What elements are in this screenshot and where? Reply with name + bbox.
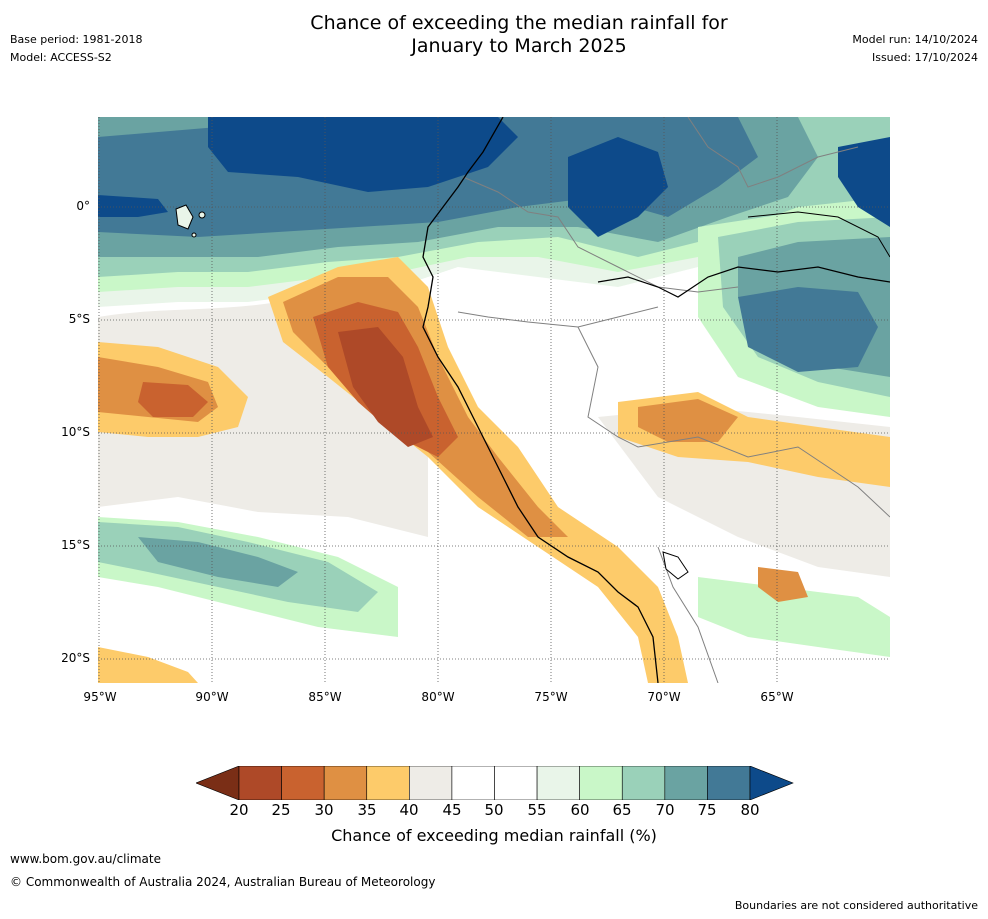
- lon-label-70w: 70°W: [647, 690, 681, 704]
- region-20-25-coast: [338, 327, 433, 447]
- lat-label-20s: 20°S: [61, 651, 90, 665]
- region-above-80-east: [838, 137, 890, 227]
- colorbar-tick: 30: [314, 801, 334, 819]
- colorbar-bin: [323, 766, 368, 800]
- lake-titicaca: [662, 551, 689, 580]
- colorbar-bin: [536, 766, 580, 800]
- colorbar-tick: 55: [527, 801, 547, 819]
- model-text: Model: ACCESS-S2: [10, 51, 112, 64]
- region-70-75-south: [138, 537, 298, 587]
- colorbar-bin: [579, 766, 623, 800]
- colorbar-bin: [409, 766, 453, 800]
- lat-label-10s: 10°S: [61, 425, 90, 439]
- colorbar-label: Chance of exceeding median rainfall (%): [331, 826, 657, 845]
- lon-label-90w: 90°W: [195, 690, 229, 704]
- region-35-40-south-west: [98, 647, 198, 683]
- meta-right: Model run: 14/10/2024 Issued: 17/10/2024: [852, 31, 978, 67]
- colorbar-bin: [664, 766, 708, 800]
- country-borders: [457, 117, 890, 683]
- galapagos-islands: [175, 204, 206, 238]
- issued-text: Issued: 17/10/2024: [871, 51, 978, 64]
- colorbar-tick: 45: [442, 801, 462, 819]
- lon-label-95w: 95°W: [83, 690, 117, 704]
- colorbar-high-extend: [749, 766, 794, 800]
- colorbar-bin: [281, 766, 325, 800]
- region-above-80-amazon: [568, 137, 668, 237]
- graticule: [98, 117, 890, 683]
- region-75-80-east: [738, 287, 878, 372]
- colorbar: [196, 766, 794, 800]
- colorbar-tick: 60: [570, 801, 590, 819]
- meta-left: Base period: 1981-2018 Model: ACCESS-S2: [10, 31, 142, 67]
- coastline: [422, 117, 659, 683]
- colorbar-tick: 20: [229, 801, 249, 819]
- colorbar-bin: [366, 766, 410, 800]
- region-60-65-southeast: [698, 577, 890, 657]
- footer-disclaimer: Boundaries are not considered authoritat…: [734, 899, 978, 912]
- colorbar-tick: 75: [697, 801, 717, 819]
- lat-label-15s: 15°S: [61, 538, 90, 552]
- base-period-text: Base period: 1981-2018: [10, 33, 143, 46]
- colorbar-low-extend: [196, 766, 240, 800]
- colorbar-bins: [238, 766, 751, 800]
- colorbar-bin: [238, 766, 282, 800]
- lon-label-85w: 85°W: [308, 690, 342, 704]
- map-canvas: [98, 117, 890, 683]
- colorbar-tick: 25: [271, 801, 291, 819]
- region-25-30-west: [138, 382, 208, 417]
- amazon-river-north: [747, 211, 890, 258]
- colorbar-tick: 65: [612, 801, 632, 819]
- title-line-1: Chance of exceeding the median rainfall …: [310, 12, 728, 34]
- rainfall-map: [98, 117, 890, 683]
- lon-label-75w: 75°W: [534, 690, 568, 704]
- region-30-35-south-east: [758, 567, 808, 602]
- colorbar-bin: [494, 766, 538, 800]
- lat-label-5s: 5°S: [68, 312, 90, 326]
- colorbar-tick: 80: [740, 801, 760, 819]
- footer-copyright: © Commonwealth of Australia 2024, Austra…: [10, 875, 436, 889]
- region-above-80-north: [208, 117, 518, 192]
- region-above-80-west-edge: [98, 195, 168, 217]
- colorbar-bin: [707, 766, 751, 800]
- model-run-text: Model run: 14/10/2024: [852, 33, 978, 46]
- lon-label-65w: 65°W: [760, 690, 794, 704]
- colorbar-tick: 70: [655, 801, 675, 819]
- colorbar-tick: 50: [484, 801, 504, 819]
- amazon-river: [597, 266, 890, 298]
- footer-url-link[interactable]: www.bom.gov.au/climate: [10, 852, 161, 866]
- lat-label-0: 0°: [76, 199, 90, 213]
- title-line-2: January to March 2025: [411, 35, 627, 57]
- colorbar-bin: [621, 766, 666, 800]
- lon-label-80w: 80°W: [421, 690, 455, 704]
- colorbar-bin: [451, 766, 495, 800]
- map-title: Chance of exceeding the median rainfall …: [200, 12, 838, 58]
- colorbar-tick: 40: [399, 801, 419, 819]
- region-30-35-east: [638, 399, 738, 442]
- colorbar-tick: 35: [357, 801, 377, 819]
